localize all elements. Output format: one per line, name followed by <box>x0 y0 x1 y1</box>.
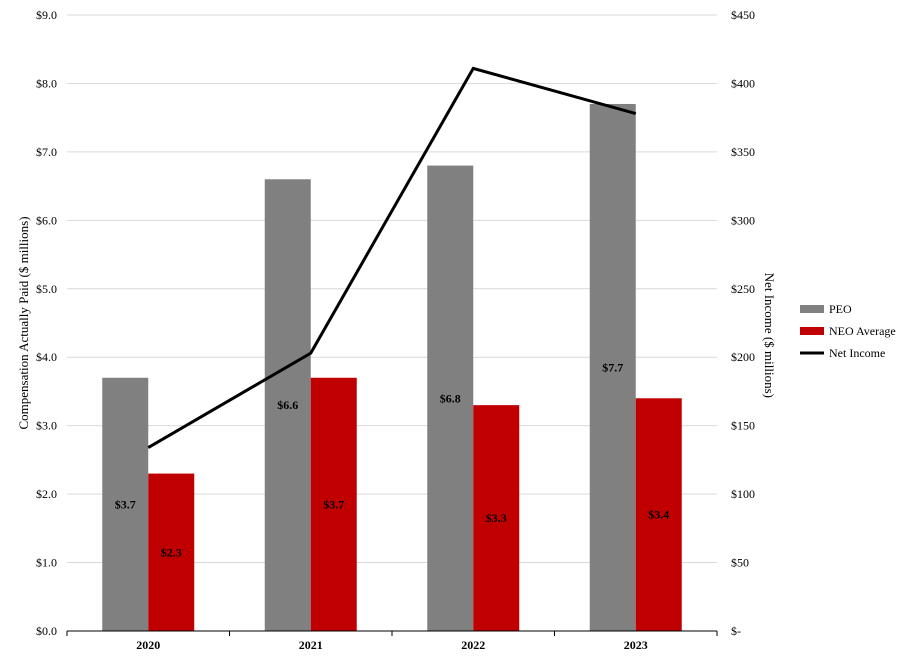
peo-value-label-2021: $6.6 <box>277 398 298 412</box>
peo-value-label-2023: $7.7 <box>602 360 623 374</box>
left-tick-label: $0.0 <box>36 624 57 638</box>
peo-bar-2020 <box>102 377 149 631</box>
neo-value-label-2022: $3.3 <box>486 511 507 525</box>
left-tick-label: $7.0 <box>36 145 57 159</box>
left-tick-label: $5.0 <box>36 282 57 296</box>
right-tick-label: $100 <box>731 487 755 501</box>
right-tick-label: $250 <box>731 282 755 296</box>
neo-bar-2021 <box>310 377 357 631</box>
legend-swatch-neo <box>800 327 824 335</box>
peo-value-label-2022: $6.8 <box>440 391 461 405</box>
legend: PEO NEO Average Net Income <box>800 302 896 360</box>
peo-value-label-2020: $3.7 <box>115 497 136 511</box>
category-label-2023: 2023 <box>624 638 648 652</box>
right-tick-label: $200 <box>731 350 755 364</box>
peo-bar-2021 <box>264 179 311 631</box>
legend-swatch-peo <box>800 305 824 313</box>
left-tick-label: $3.0 <box>36 419 57 433</box>
peo-bar-2022 <box>427 165 474 632</box>
legend-label-peo: PEO <box>829 302 852 316</box>
bars <box>102 103 682 632</box>
bar-value-labels: $3.7 $2.3 $6.6 $3.7 $6.8 $3.3 $7.7 $3.4 <box>115 360 670 559</box>
left-tick-label: $2.0 <box>36 487 57 501</box>
left-tick-label: $4.0 <box>36 350 57 364</box>
neo-value-label-2021: $3.7 <box>323 497 344 511</box>
left-axis-title: Compensation Actually Paid ($ millions) <box>16 216 31 429</box>
right-tick-label: $300 <box>731 213 755 227</box>
neo-bar-2023 <box>635 398 682 631</box>
peo-bar-2023 <box>589 103 636 631</box>
right-tick-label: $50 <box>731 556 749 570</box>
category-label-2022: 2022 <box>461 638 485 652</box>
right-tick-label: $- <box>731 624 741 638</box>
right-axis-title: Net Income ($ millions) <box>762 273 777 398</box>
category-label-2021: 2021 <box>299 638 323 652</box>
left-tick-label: $6.0 <box>36 213 57 227</box>
right-tick-label: $350 <box>731 145 755 159</box>
category-label-2020: 2020 <box>136 638 160 652</box>
neo-value-label-2023: $3.4 <box>648 508 669 522</box>
left-tick-label: $8.0 <box>36 76 57 90</box>
axes: $0.0 $1.0 $2.0 $3.0 $4.0 $5.0 $6.0 $7.0 $8.0 $9.0… <box>16 8 777 652</box>
right-tick-label: $450 <box>731 8 755 22</box>
left-tick-label: $1.0 <box>36 556 57 570</box>
legend-label-neo: NEO Average <box>829 324 896 338</box>
legend-label-net-income: Net Income <box>829 346 885 360</box>
left-tick-label: $9.0 <box>36 8 57 22</box>
net-income-line <box>147 66 637 449</box>
right-tick-label: $400 <box>731 76 755 90</box>
neo-bar-2020 <box>148 473 195 631</box>
neo-value-label-2020: $2.3 <box>161 545 182 559</box>
neo-bar-2022 <box>473 405 520 631</box>
net-income-line-group <box>147 66 637 449</box>
right-tick-label: $150 <box>731 419 755 433</box>
